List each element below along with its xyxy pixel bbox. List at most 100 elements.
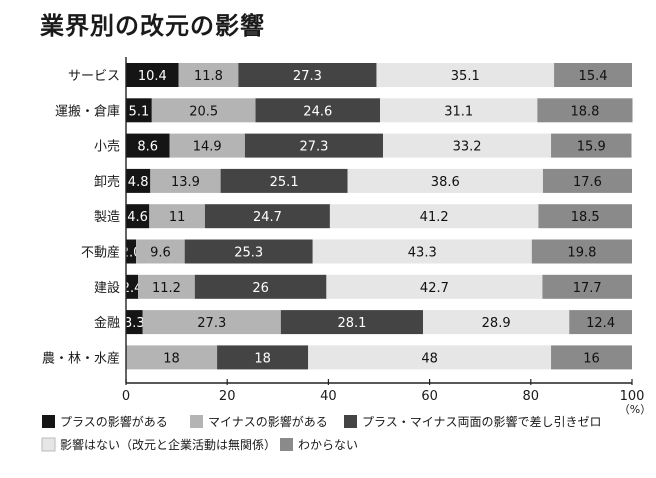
- bar-segment: [220, 168, 348, 193]
- data-label: 27.3: [293, 69, 322, 84]
- data-label: 48: [421, 351, 438, 366]
- data-label: 5.1: [129, 104, 150, 119]
- bar-segment: [329, 204, 539, 229]
- bar-segment: [184, 239, 313, 264]
- x-unit-label: （%）: [619, 403, 651, 416]
- data-label: 35.1: [451, 69, 480, 84]
- bar-segment: [126, 345, 218, 370]
- data-label: 8.6: [137, 140, 158, 155]
- data-label: 28.9: [482, 316, 511, 331]
- data-label: 43.3: [408, 246, 437, 261]
- data-label: 18: [163, 351, 180, 366]
- data-label: 38.6: [431, 175, 460, 190]
- data-label: 24.6: [303, 104, 332, 119]
- data-label: 24.7: [253, 210, 282, 225]
- data-label: 15.9: [577, 140, 606, 155]
- bar-segment: [150, 168, 221, 193]
- bar-segment: [126, 239, 137, 264]
- legend-swatch: [190, 415, 203, 428]
- legend-swatch: [280, 438, 293, 451]
- bar-segment: [551, 133, 632, 158]
- data-label: 41.2: [420, 210, 449, 225]
- data-label: 17.6: [573, 175, 602, 190]
- data-label: 3.3: [124, 316, 145, 331]
- x-tick-label: 80: [523, 389, 540, 404]
- legend-swatch: [42, 415, 55, 428]
- category-label: 金融: [94, 315, 120, 331]
- data-label: 19.8: [567, 246, 596, 261]
- bar-segment: [542, 274, 632, 299]
- data-label: 27.3: [197, 316, 226, 331]
- bar-segment: [138, 274, 195, 299]
- bar-segment: [126, 310, 143, 335]
- legend-label: プラスの影響がある: [60, 414, 168, 429]
- data-label: 42.7: [420, 281, 449, 296]
- bar-segment: [280, 310, 424, 335]
- legend-label: プラス・マイナス両面の影響で差し引きゼロ: [362, 414, 602, 429]
- bar-segment: [531, 239, 632, 264]
- data-label: 4.8: [128, 175, 149, 190]
- bar-segment: [244, 133, 384, 158]
- bar-segment: [537, 98, 633, 123]
- bar-segment: [308, 345, 552, 370]
- bar-segment: [126, 98, 152, 123]
- bar-segment: [326, 274, 543, 299]
- x-tick-label: 40: [320, 389, 337, 404]
- bar-segment: [126, 204, 150, 229]
- data-label: 11.2: [152, 281, 181, 296]
- x-tick-label: 100: [620, 389, 645, 404]
- legend-label: 影響はない（改元と企業活動は無関係）: [60, 437, 276, 452]
- data-label: 13.9: [171, 175, 200, 190]
- category-label: 不動産: [81, 245, 120, 261]
- bar-segment: [169, 133, 245, 158]
- data-label: 4.6: [127, 210, 148, 225]
- x-tick-label: 0: [122, 389, 130, 404]
- x-tick-label: 20: [219, 389, 236, 404]
- bar-segment: [554, 63, 632, 87]
- data-label: 28.1: [337, 316, 366, 331]
- data-label: 27.3: [300, 140, 329, 155]
- bar-segment: [217, 345, 309, 370]
- data-label: 17.7: [573, 281, 602, 296]
- category-label: 農・林・水産: [42, 350, 120, 366]
- legend: プラスの影響がある マイナスの影響がある プラス・マイナス両面の影響で差し引きゼロ影…: [41, 414, 602, 452]
- bar-segment: [126, 274, 139, 299]
- category-label: 製造: [94, 210, 120, 225]
- bars-layer: 10.4 11.8 27.3 35.1 15.4 5.1 20.5 24.6 31.1 18.8 8…: [121, 63, 633, 370]
- data-label: 25.3: [234, 246, 263, 261]
- data-label: 14.9: [193, 140, 222, 155]
- data-label: 33.2: [453, 140, 482, 155]
- bar-segment: [347, 168, 543, 193]
- data-label: 11.8: [194, 69, 223, 84]
- data-label: 26: [252, 281, 269, 296]
- bar-segment: [126, 168, 151, 193]
- bar-segment: [204, 204, 330, 229]
- x-tick-label: 60: [421, 389, 438, 404]
- data-label: 12.4: [586, 316, 615, 331]
- chart-title: 業界別の改元の影響: [40, 12, 265, 40]
- data-label: 10.4: [138, 69, 167, 84]
- bar-segment: [126, 63, 179, 87]
- bar-segment: [151, 98, 256, 123]
- data-label: 9.6: [150, 246, 171, 261]
- data-label: 11: [169, 210, 186, 225]
- x-axis: 0 20 40 60 80 100（%）: [122, 57, 651, 416]
- data-label: 18.5: [571, 210, 600, 225]
- legend-swatch: [344, 415, 357, 428]
- legend-label: わからない: [298, 438, 358, 452]
- category-label: 運搬・倉庫: [55, 104, 120, 119]
- bar-segment: [126, 133, 170, 158]
- category-label: サービス: [68, 69, 120, 84]
- bar-segment: [312, 239, 532, 264]
- bar-segment: [551, 345, 632, 370]
- bar-segment: [542, 168, 632, 193]
- data-label: 15.4: [579, 69, 608, 84]
- category-label: 建設: [94, 280, 120, 296]
- bar-segment: [136, 239, 185, 264]
- data-label: 31.1: [444, 104, 473, 119]
- category-label: 卸売: [94, 174, 120, 190]
- data-label: 18: [254, 351, 271, 366]
- data-label: 25.1: [270, 175, 299, 190]
